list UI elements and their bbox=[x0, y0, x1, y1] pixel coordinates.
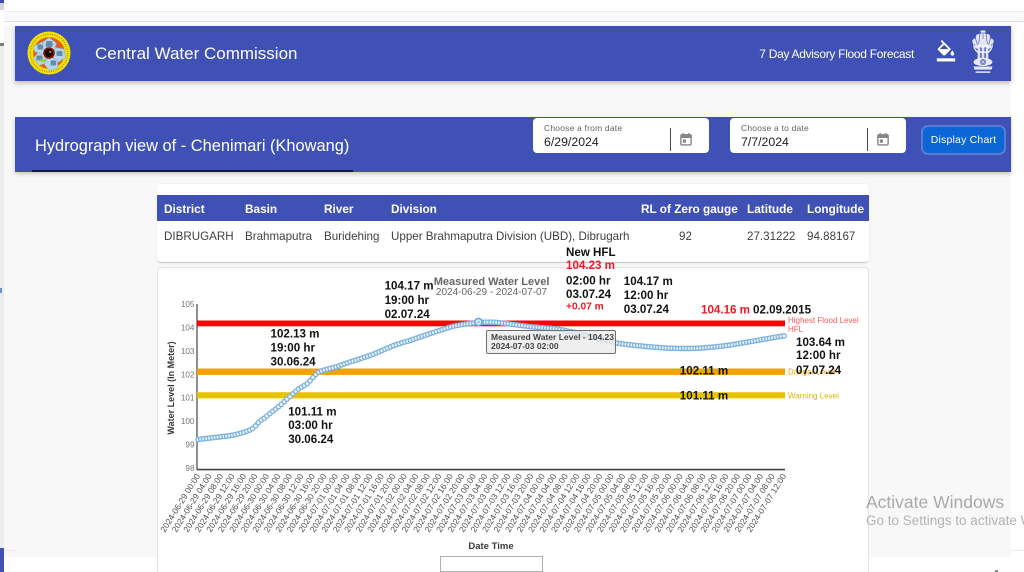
svg-text:19:00 hr: 19:00 hr bbox=[271, 341, 316, 354]
svg-text:101.11 m: 101.11 m bbox=[680, 390, 728, 403]
svg-text:30.06.24: 30.06.24 bbox=[271, 356, 317, 369]
svg-text:HFL: HFL bbox=[788, 325, 804, 334]
svg-text:Measured Water Level: Measured Water Level bbox=[434, 276, 550, 288]
svg-text:30.06.24: 30.06.24 bbox=[288, 433, 334, 446]
svg-text:105: 105 bbox=[181, 300, 195, 309]
svg-text:Danger Level: Danger Level bbox=[788, 368, 836, 377]
svg-text:Warning Level: Warning Level bbox=[788, 391, 839, 400]
svg-text:02.07.24: 02.07.24 bbox=[385, 308, 431, 321]
svg-text:102.13 m: 102.13 m bbox=[271, 328, 320, 341]
svg-text:Water Level (In Meter): Water Level (In Meter) bbox=[166, 341, 176, 434]
svg-text:104.17 m: 104.17 m bbox=[624, 275, 673, 288]
svg-text:103.64 m: 103.64 m bbox=[796, 336, 845, 349]
svg-text:02:00 hr: 02:00 hr bbox=[566, 275, 611, 288]
svg-text:98: 98 bbox=[185, 464, 195, 473]
svg-text:Date Time: Date Time bbox=[468, 541, 513, 552]
svg-text:102.11 m: 102.11 m bbox=[680, 364, 728, 377]
svg-text:101: 101 bbox=[181, 394, 195, 403]
svg-text:100: 100 bbox=[181, 417, 195, 426]
svg-text:104: 104 bbox=[181, 323, 195, 332]
svg-text:12:00 hr: 12:00 hr bbox=[624, 289, 669, 302]
svg-text:103: 103 bbox=[181, 347, 195, 356]
svg-text:02.09.2015: 02.09.2015 bbox=[753, 304, 812, 317]
svg-text:99: 99 bbox=[185, 441, 195, 450]
svg-text:03.07.24: 03.07.24 bbox=[624, 303, 670, 316]
svg-text:104.23 m: 104.23 m bbox=[566, 259, 615, 272]
svg-text:101.11 m: 101.11 m bbox=[288, 405, 336, 418]
svg-text:12:00 hr: 12:00 hr bbox=[796, 349, 841, 362]
svg-text:19:00 hr: 19:00 hr bbox=[385, 294, 430, 307]
svg-text:2024-06-29 - 2024-07-07: 2024-06-29 - 2024-07-07 bbox=[436, 287, 548, 298]
svg-text:102: 102 bbox=[181, 370, 195, 379]
svg-text:Highest Flood Level: Highest Flood Level bbox=[788, 316, 859, 325]
svg-text:03.07.24: 03.07.24 bbox=[566, 288, 612, 301]
svg-text:New HFL: New HFL bbox=[566, 246, 616, 259]
svg-text:104.16 m: 104.16 m bbox=[701, 304, 750, 317]
svg-text:07.07.24: 07.07.24 bbox=[796, 364, 842, 377]
svg-text:104.17 m: 104.17 m bbox=[385, 280, 434, 293]
svg-text:03:00 hr: 03:00 hr bbox=[288, 419, 333, 432]
svg-text:+0.07 m: +0.07 m bbox=[566, 301, 604, 312]
